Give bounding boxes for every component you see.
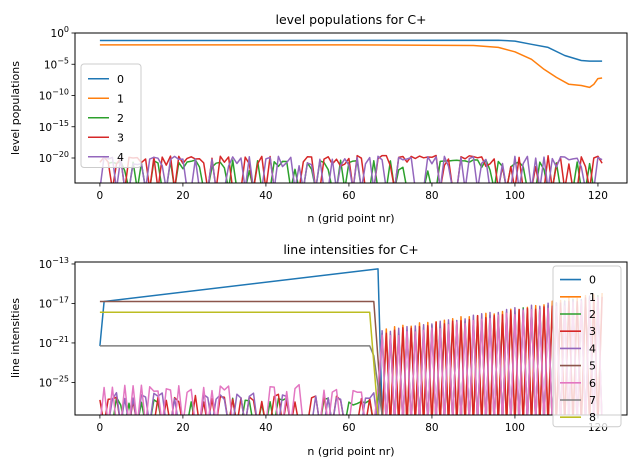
x-tick-label: 80 bbox=[425, 190, 438, 202]
legend: 0 1 2 3 4 bbox=[80, 63, 142, 168]
x-tick-label: 100 bbox=[505, 422, 525, 434]
series-line-7 bbox=[99, 345, 383, 415]
legend-entry-7: 7 bbox=[589, 394, 596, 407]
plot-area bbox=[99, 39, 603, 183]
legend-entry-4: 4 bbox=[117, 151, 124, 164]
plot-frame bbox=[74, 32, 628, 184]
legend-entry-4: 4 bbox=[589, 342, 596, 355]
legend-entry-2: 2 bbox=[589, 308, 596, 321]
plot-area bbox=[99, 268, 603, 415]
series-line-4 bbox=[99, 155, 603, 183]
x-axis: 0 20 40 60 80 100 120 bbox=[97, 415, 608, 434]
y-tick-label: 10−25 bbox=[39, 374, 69, 389]
x-tick-label: 20 bbox=[176, 190, 189, 202]
chart-line-intensities: line intensities for C+ 0 20 40 60 80 100 120 … bbox=[9, 242, 628, 458]
legend-entry-3: 3 bbox=[589, 325, 596, 338]
y-tick-label: 10−15 bbox=[39, 119, 69, 134]
y-tick-label: 10−5 bbox=[44, 56, 69, 71]
chart-level-populations: level populations for C+ 0 20 40 60 80 100 120… bbox=[9, 12, 628, 225]
legend-entry-0: 0 bbox=[589, 274, 596, 287]
x-tick-label: 120 bbox=[588, 190, 608, 202]
y-tick-label: 10−10 bbox=[39, 88, 69, 103]
y-axis: 10−13 10−17 10−21 10−25 bbox=[39, 256, 75, 389]
x-tick-label: 0 bbox=[97, 190, 104, 202]
x-axis-label: n (grid point nr) bbox=[307, 212, 394, 225]
chart-title: level populations for C+ bbox=[275, 12, 426, 27]
series-line-1 bbox=[99, 44, 603, 89]
series-line-0 bbox=[99, 39, 603, 62]
legend-entry-1: 1 bbox=[589, 291, 596, 304]
y-axis-label: line intensities bbox=[9, 298, 22, 378]
y-tick-label: 100 bbox=[51, 25, 69, 40]
x-tick-label: 60 bbox=[342, 422, 355, 434]
plot-frame bbox=[74, 261, 628, 416]
x-tick-label: 60 bbox=[342, 190, 355, 202]
y-tick-label: 10−17 bbox=[39, 295, 69, 310]
x-tick-label: 40 bbox=[259, 190, 272, 202]
x-tick-label: 100 bbox=[505, 190, 525, 202]
legend-entry-6: 6 bbox=[589, 377, 596, 390]
legend-entry-3: 3 bbox=[117, 131, 124, 144]
legend-entry-1: 1 bbox=[117, 92, 124, 105]
series-line-3 bbox=[99, 296, 603, 415]
legend-entry-5: 5 bbox=[589, 360, 596, 373]
x-tick-label: 20 bbox=[176, 422, 189, 434]
x-axis: 0 20 40 60 80 100 120 bbox=[97, 183, 608, 202]
series-line-0 bbox=[99, 268, 383, 415]
legend-box bbox=[80, 63, 142, 168]
series-line-8 bbox=[99, 311, 379, 415]
series-line-2 bbox=[108, 159, 594, 183]
y-axis-label: level populations bbox=[9, 61, 22, 155]
y-tick-label: 10−20 bbox=[39, 150, 69, 165]
legend: 0 1 2 3 4 5 6 7 8 bbox=[552, 265, 622, 428]
legend-entry-0: 0 bbox=[117, 73, 124, 86]
y-axis: 100 10−5 10−10 10−15 10−20 bbox=[39, 25, 75, 165]
legend-entry-2: 2 bbox=[117, 112, 124, 125]
series-line-3 bbox=[99, 154, 603, 183]
x-tick-label: 40 bbox=[259, 422, 272, 434]
chart-title: line intensities for C+ bbox=[283, 242, 418, 257]
series-line-6 bbox=[100, 296, 603, 415]
legend-box bbox=[552, 265, 622, 428]
x-axis-label: n (grid point nr) bbox=[307, 445, 394, 458]
legend-entry-8: 8 bbox=[589, 411, 596, 424]
y-tick-label: 10−13 bbox=[39, 256, 69, 271]
y-tick-label: 10−21 bbox=[39, 335, 69, 350]
x-tick-label: 0 bbox=[97, 422, 104, 434]
x-tick-label: 80 bbox=[425, 422, 438, 434]
